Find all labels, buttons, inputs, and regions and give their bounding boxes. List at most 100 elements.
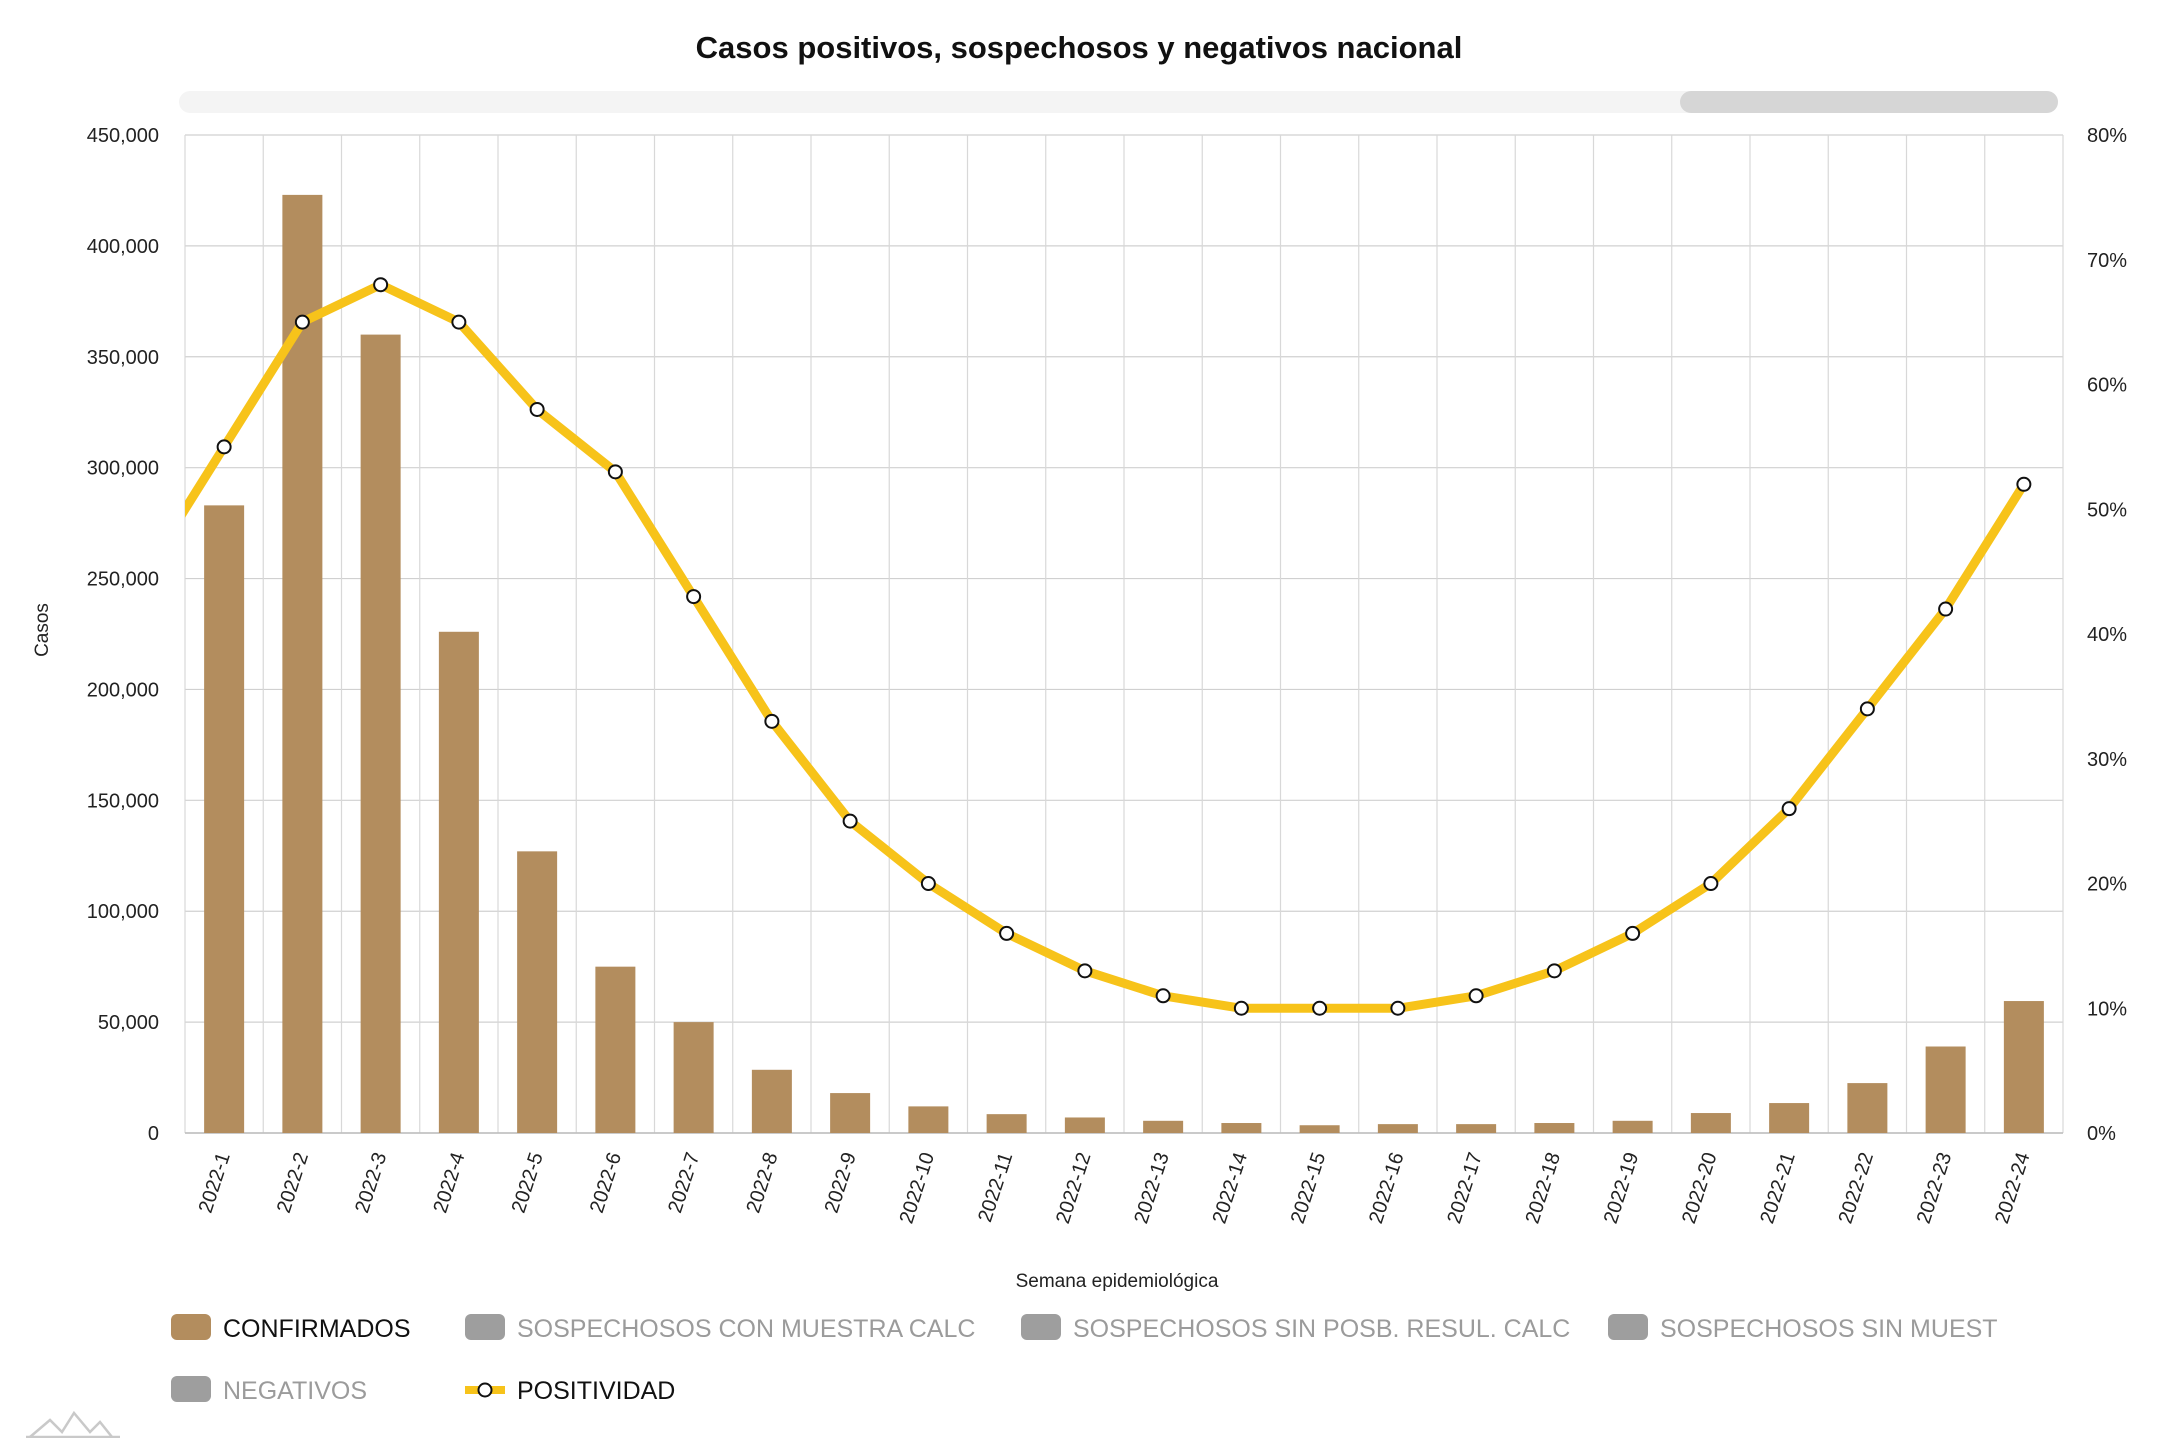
bar-2022-15[interactable]	[1299, 1125, 1340, 1133]
point-2022-8[interactable]	[764, 713, 780, 729]
y-tick-label: 50,000	[98, 1012, 159, 1034]
point-2022-24[interactable]	[2016, 476, 2032, 492]
bar-2022-22[interactable]	[1847, 1083, 1888, 1133]
scroll-track[interactable]	[179, 91, 2058, 113]
bar-2022-18[interactable]	[1534, 1123, 1575, 1133]
bar-2022-6[interactable]	[595, 966, 636, 1133]
x-tick-label: 2022-7	[664, 1150, 704, 1216]
point-2022-18[interactable]	[1546, 963, 1562, 979]
x-tick-label: 2022-4	[429, 1150, 469, 1216]
y2-tick-label: 0%	[2087, 1123, 2116, 1145]
x-tick-label: 2022-1	[195, 1150, 235, 1216]
bar-2022-11[interactable]	[986, 1114, 1027, 1133]
legend-item-negativos[interactable]: NEGATIVOS	[171, 1376, 367, 1405]
point-2022-14[interactable]	[1233, 1000, 1249, 1016]
bar-2022-10[interactable]	[908, 1106, 949, 1133]
legend-item-sospechosos-con-muestra-calc[interactable]: SOSPECHOSOS CON MUESTRA CALC	[465, 1314, 975, 1343]
x-tick-label: 2022-16	[1365, 1150, 1409, 1227]
bar-2022-24[interactable]	[2003, 1001, 2044, 1133]
x-tick-label: 2022-14	[1209, 1150, 1253, 1227]
legend-label: SOSPECHOSOS SIN MUEST	[1660, 1315, 1998, 1343]
legend-swatch	[171, 1314, 211, 1340]
bar-2022-16[interactable]	[1377, 1124, 1418, 1133]
scroll-thumb[interactable]	[1680, 91, 2058, 113]
point-2022-20[interactable]	[1703, 876, 1719, 891]
legend-swatch	[1021, 1314, 1061, 1340]
bar-2022-2[interactable]	[282, 194, 323, 1133]
x-tick-label: 2022-23	[1913, 1150, 1957, 1227]
legend-swatch	[171, 1376, 211, 1402]
bar-2022-1[interactable]	[204, 505, 245, 1133]
bar-2022-5[interactable]	[517, 851, 558, 1133]
y-axis-left-ticks: 0 50,000 100,000 150,000 200,000 250,000 300,0…	[87, 125, 159, 1145]
bar-2022-9[interactable]	[830, 1093, 871, 1133]
bar-2022-4[interactable]	[438, 631, 479, 1133]
positividad-points	[216, 277, 2032, 1016]
legend-swatch	[465, 1314, 505, 1340]
legend-item-positividad[interactable]: POSITIVIDAD	[465, 1377, 675, 1405]
legend-label: NEGATIVOS	[223, 1377, 367, 1405]
point-2022-16[interactable]	[1390, 1000, 1406, 1016]
point-2022-4[interactable]	[451, 314, 467, 330]
point-2022-11[interactable]	[999, 925, 1015, 941]
legend-item-confirmados[interactable]: CONFIRMADOS	[171, 1314, 411, 1343]
point-2022-1[interactable]	[216, 439, 232, 455]
bar-2022-12[interactable]	[1064, 1117, 1105, 1133]
bar-2022-8[interactable]	[751, 1069, 792, 1133]
y-tick-label: 100,000	[87, 901, 159, 923]
point-2022-9[interactable]	[842, 813, 858, 829]
legend: CONFIRMADOS SOSPECHOSOS CON MUESTRA CALC S…	[171, 1314, 1998, 1405]
point-2022-19[interactable]	[1625, 925, 1641, 941]
y2-tick-label: 70%	[2087, 250, 2127, 272]
x-tick-label: 2022-6	[586, 1150, 626, 1216]
x-tick-label: 2022-17	[1443, 1150, 1487, 1227]
point-2022-22[interactable]	[1859, 701, 1875, 717]
point-2022-21[interactable]	[1781, 801, 1797, 817]
point-2022-7[interactable]	[686, 589, 702, 605]
x-tick-label: 2022-15	[1287, 1150, 1331, 1227]
y-tick-label: 150,000	[87, 790, 159, 812]
y2-tick-label: 40%	[2087, 624, 2127, 646]
bar-2022-19[interactable]	[1612, 1120, 1653, 1133]
bar-2022-3[interactable]	[360, 334, 401, 1134]
y-tick-label: 0	[148, 1123, 159, 1145]
point-2022-6[interactable]	[607, 464, 623, 480]
y-axis-right-ticks: 0% 10% 20% 30% 40% 50% 60% 70% 80%	[2087, 125, 2127, 1145]
point-2022-5[interactable]	[529, 401, 545, 417]
bar-2022-21[interactable]	[1769, 1103, 1810, 1133]
x-tick-label: 2022-10	[896, 1150, 940, 1227]
x-tick-label: 2022-20	[1678, 1150, 1722, 1227]
point-2022-13[interactable]	[1155, 988, 1171, 1004]
legend-swatch	[1608, 1314, 1648, 1340]
chart-title: Casos positivos, sospechosos y negativos…	[696, 30, 1463, 65]
y-tick-label: 300,000	[87, 458, 159, 480]
legend-label: CONFIRMADOS	[223, 1315, 411, 1343]
point-2022-12[interactable]	[1077, 963, 1093, 979]
point-2022-2[interactable]	[294, 314, 310, 330]
point-2022-10[interactable]	[920, 876, 936, 891]
y-tick-label: 250,000	[87, 569, 159, 591]
bar-2022-17[interactable]	[1456, 1124, 1497, 1133]
y2-tick-label: 20%	[2087, 874, 2127, 896]
point-2022-23[interactable]	[1938, 601, 1954, 617]
y-tick-label: 200,000	[87, 679, 159, 701]
x-axis-title: Semana epidemiológica	[1016, 1271, 1219, 1292]
legend-item-sospechosos-sin-muest[interactable]: SOSPECHOSOS SIN MUEST	[1608, 1314, 1998, 1343]
point-2022-3[interactable]	[373, 277, 389, 293]
bar-2022-20[interactable]	[1690, 1113, 1731, 1133]
point-2022-15[interactable]	[1312, 1000, 1328, 1016]
point-2022-17[interactable]	[1468, 988, 1484, 1004]
x-tick-label: 2022-19	[1600, 1150, 1644, 1227]
y-axis-title: Casos	[32, 603, 53, 657]
bar-2022-7[interactable]	[673, 1022, 714, 1133]
legend-item-sospechosos-sin-posb-resul-calc[interactable]: SOSPECHOSOS SIN POSB. RESUL. CALC	[1021, 1314, 1570, 1343]
x-tick-label: 2022-9	[821, 1150, 861, 1216]
x-tick-label: 2022-3	[351, 1150, 391, 1216]
bar-2022-13[interactable]	[1143, 1120, 1184, 1133]
bar-2022-23[interactable]	[1925, 1046, 1966, 1133]
x-tick-label: 2022-5	[508, 1150, 548, 1216]
bar-2022-14[interactable]	[1221, 1123, 1262, 1133]
x-tick-label: 2022-8	[742, 1150, 782, 1216]
legend-label: SOSPECHOSOS CON MUESTRA CALC	[517, 1315, 975, 1343]
